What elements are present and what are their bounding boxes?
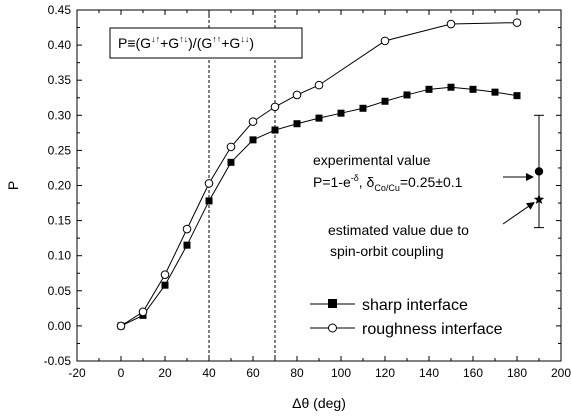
y-tick-label: 0.25 [48, 143, 72, 157]
y-tick-label: -0.05 [44, 354, 72, 368]
estimated-point [533, 194, 545, 204]
exp-formula-prefix: P=1-e [313, 174, 351, 190]
formula-box: P≡(G↓↑+G↑↓)/(G↑↑+G↓↓) [109, 27, 303, 59]
x-axis-label: Δθ (deg) [292, 395, 346, 411]
experimental-point [534, 167, 544, 176]
exp-formula-mid: , δ [359, 174, 375, 190]
y-tick-label: 0.15 [48, 214, 72, 228]
experimental-formula: P=1-e-δ, δCo/Cu=0.25±0.1 [313, 173, 463, 193]
legend-marker-rough [328, 323, 337, 333]
data-point-roughness [248, 117, 258, 126]
series-layer [116, 18, 545, 331]
y-tick-label: 0.10 [48, 249, 72, 263]
data-point-sharp [447, 83, 455, 91]
formula-mid1: +G [160, 35, 179, 51]
data-point-sharp [425, 85, 433, 93]
data-point-sharp [293, 120, 301, 128]
data-point-roughness [116, 321, 126, 331]
formula-mid3: +G [221, 35, 240, 51]
data-point-roughness [512, 18, 522, 27]
data-point-roughness [270, 102, 280, 112]
estimate-label-line1: estimated value due to [328, 222, 469, 238]
legend-marker-sharp [328, 299, 337, 308]
formula-mid2: )/(G [188, 35, 212, 51]
formula-sup4: ↓↓ [240, 34, 249, 44]
x-tick-label: 200 [551, 366, 571, 380]
x-tick-label: 40 [202, 366, 216, 380]
y-tick-label: 0.20 [48, 179, 72, 193]
data-point-roughness [160, 270, 170, 279]
y-tick-label: 0.35 [48, 73, 72, 87]
data-point-roughness [226, 142, 236, 152]
data-point-sharp [205, 197, 213, 205]
x-tick-label: 0 [118, 366, 125, 380]
x-tick-label: 120 [375, 366, 395, 380]
estimate-arrow [502, 201, 535, 225]
x-tick-label: 160 [463, 366, 483, 380]
data-point-roughness [380, 36, 390, 46]
y-axis-label: P [5, 181, 21, 190]
formula-sup2: ↑↓ [179, 34, 188, 44]
data-point-roughness [138, 307, 148, 317]
data-point-sharp [183, 241, 191, 249]
data-point-roughness [314, 80, 324, 90]
x-tick-label: 140 [419, 366, 439, 380]
formula-box-frame [109, 27, 303, 59]
data-point-sharp [227, 158, 235, 166]
legend: sharp interface roughness interface [310, 297, 503, 338]
formula-suffix: ) [249, 35, 254, 51]
series-line-sharp [120, 86, 518, 327]
x-tick-label: 180 [507, 366, 527, 380]
data-point-roughness [204, 179, 214, 188]
y-tick-label: 0.30 [48, 108, 72, 122]
x-tick-label: -20 [68, 366, 86, 380]
formula-text: P≡(G↓↑+G↑↓)/(G↑↑+G↓↓) [118, 34, 254, 51]
y-tick-label: 0.00 [48, 319, 72, 333]
data-point-sharp [271, 126, 279, 134]
data-point-roughness [292, 90, 302, 100]
experimental-label: experimental value [313, 152, 431, 168]
estimate-label-line2: spin-orbit coupling [330, 243, 444, 259]
reference-lines [208, 10, 276, 361]
formula-prefix: P≡(G [118, 35, 151, 51]
y-tick-label: 0.05 [48, 284, 72, 298]
exp-formula-sup: -δ [351, 173, 359, 183]
exp-formula-suffix: =0.25±0.1 [400, 174, 463, 190]
formula-sup1: ↓↑ [151, 34, 160, 44]
data-point-sharp [381, 97, 389, 105]
y-tick-label: 0.40 [48, 38, 72, 52]
formula-sup3: ↑↑ [212, 34, 221, 44]
data-point-sharp [249, 136, 257, 144]
data-point-sharp [513, 92, 521, 100]
data-point-sharp [403, 91, 411, 99]
data-point-roughness [182, 224, 192, 234]
data-point-sharp [359, 104, 367, 112]
data-point-sharp [161, 281, 169, 289]
experimental-annotation: experimental value P=1-e-δ, δCo/Cu=0.25±… [313, 152, 469, 259]
legend-label-sharp: sharp interface [362, 297, 468, 314]
data-point-sharp [491, 88, 499, 96]
x-tick-label: 20 [158, 366, 172, 380]
legend-label-rough: roughness interface [362, 321, 503, 338]
axes: -20 0 20 40 60 80 100 120 140 160 180 200 -0.05 0.00 0… [5, 3, 571, 411]
x-tick-label: 80 [290, 366, 304, 380]
data-point-sharp [469, 85, 477, 93]
exp-formula-sub: Co/Cu [374, 183, 400, 193]
data-point-roughness [446, 19, 456, 29]
data-point-sharp [315, 114, 323, 122]
x-tick-label: 100 [331, 366, 351, 380]
data-point-sharp [337, 109, 345, 117]
x-tick-label: 60 [246, 366, 260, 380]
y-tick-label: 0.45 [48, 3, 72, 17]
